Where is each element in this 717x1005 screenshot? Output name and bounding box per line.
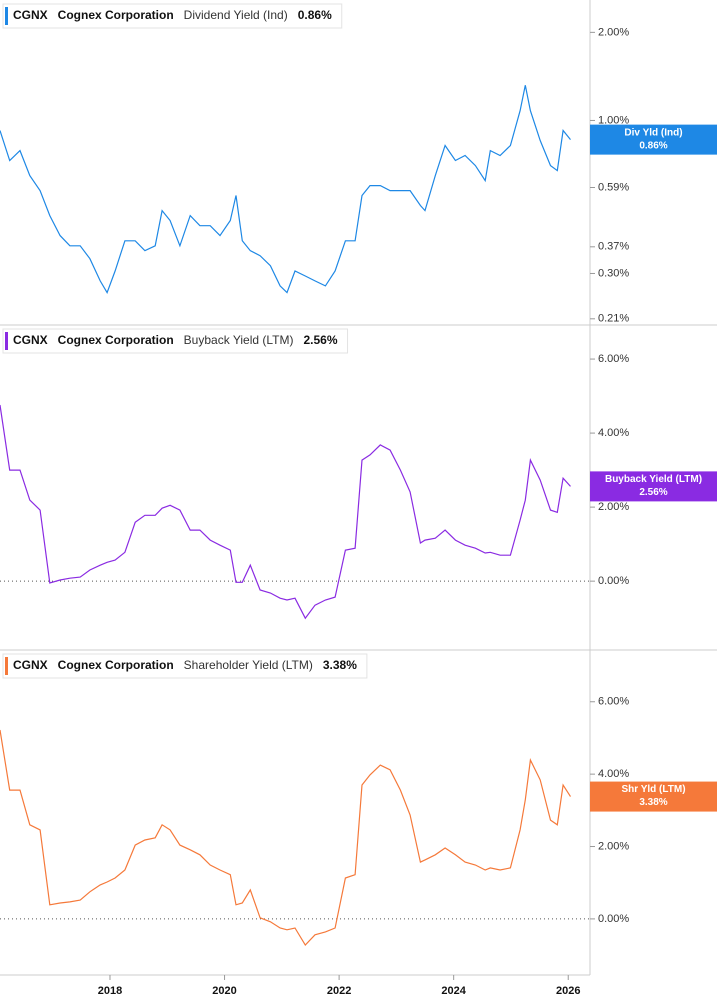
legend-value: 3.38% bbox=[323, 658, 357, 672]
y-tick-label: 6.00% bbox=[598, 696, 629, 708]
legend-value: 2.56% bbox=[304, 333, 338, 347]
series-line bbox=[0, 729, 572, 946]
value-flag bbox=[590, 124, 717, 155]
y-tick-label: 2.00% bbox=[598, 840, 629, 852]
legend: CGNX Cognex Corporation Buyback Yield (LTM… bbox=[2, 328, 349, 354]
flag-value: 2.56% bbox=[639, 487, 667, 498]
y-tick-label: 6.00% bbox=[598, 353, 629, 365]
x-tick-label: 2022 bbox=[327, 985, 351, 997]
flag-value: 3.38% bbox=[639, 797, 667, 808]
x-tick-label: 2018 bbox=[98, 985, 122, 997]
y-tick-label: 0.21% bbox=[598, 313, 629, 325]
legend-company: Cognex Corporation bbox=[58, 8, 174, 22]
legend: CGNX Cognex Corporation Dividend Yield (In… bbox=[2, 3, 343, 29]
flag-label: Shr Yld (LTM) bbox=[621, 784, 685, 795]
y-tick-label: 1.00% bbox=[598, 114, 629, 126]
x-tick-label: 2024 bbox=[441, 985, 466, 997]
flag-label: Buyback Yield (LTM) bbox=[605, 474, 702, 485]
legend-swatch bbox=[5, 332, 8, 350]
series-line bbox=[0, 85, 571, 294]
y-tick-label: 2.00% bbox=[598, 26, 629, 38]
y-tick-label: 2.00% bbox=[598, 501, 629, 513]
series-line bbox=[0, 404, 571, 620]
legend-entry: Shareholder Yield (LTM) bbox=[184, 658, 313, 672]
x-tick-label: 2020 bbox=[212, 985, 236, 997]
legend-ticker: CGNX bbox=[13, 333, 48, 347]
y-tick-label: 0.00% bbox=[598, 913, 629, 925]
legend-ticker: CGNX bbox=[13, 8, 48, 22]
y-tick-label: 0.37% bbox=[598, 241, 629, 253]
legend-value: 0.86% bbox=[298, 8, 332, 22]
value-flag bbox=[590, 471, 717, 502]
legend: CGNX Cognex Corporation Shareholder Yield … bbox=[2, 653, 368, 679]
flag-label: Div Yld (Ind) bbox=[624, 127, 682, 138]
x-tick-label: 2026 bbox=[556, 985, 580, 997]
y-tick-label: 0.59% bbox=[598, 181, 629, 193]
legend-entry: Buyback Yield (LTM) bbox=[184, 333, 294, 347]
y-tick-label: 4.00% bbox=[598, 768, 629, 780]
y-tick-label: 0.00% bbox=[598, 575, 629, 587]
flag-value: 0.86% bbox=[639, 140, 667, 151]
legend-entry: Dividend Yield (Ind) bbox=[184, 8, 288, 22]
legend-swatch bbox=[5, 657, 8, 675]
legend-box bbox=[2, 3, 343, 29]
legend-ticker: CGNX bbox=[13, 658, 48, 672]
y-tick-label: 0.30% bbox=[598, 267, 629, 279]
y-tick-label: 4.00% bbox=[598, 427, 629, 439]
legend-company: Cognex Corporation bbox=[58, 658, 174, 672]
legend-box bbox=[2, 653, 368, 679]
legend-swatch bbox=[5, 7, 8, 25]
legend-company: Cognex Corporation bbox=[58, 333, 174, 347]
legend-box bbox=[2, 328, 349, 354]
value-flag bbox=[590, 781, 717, 812]
